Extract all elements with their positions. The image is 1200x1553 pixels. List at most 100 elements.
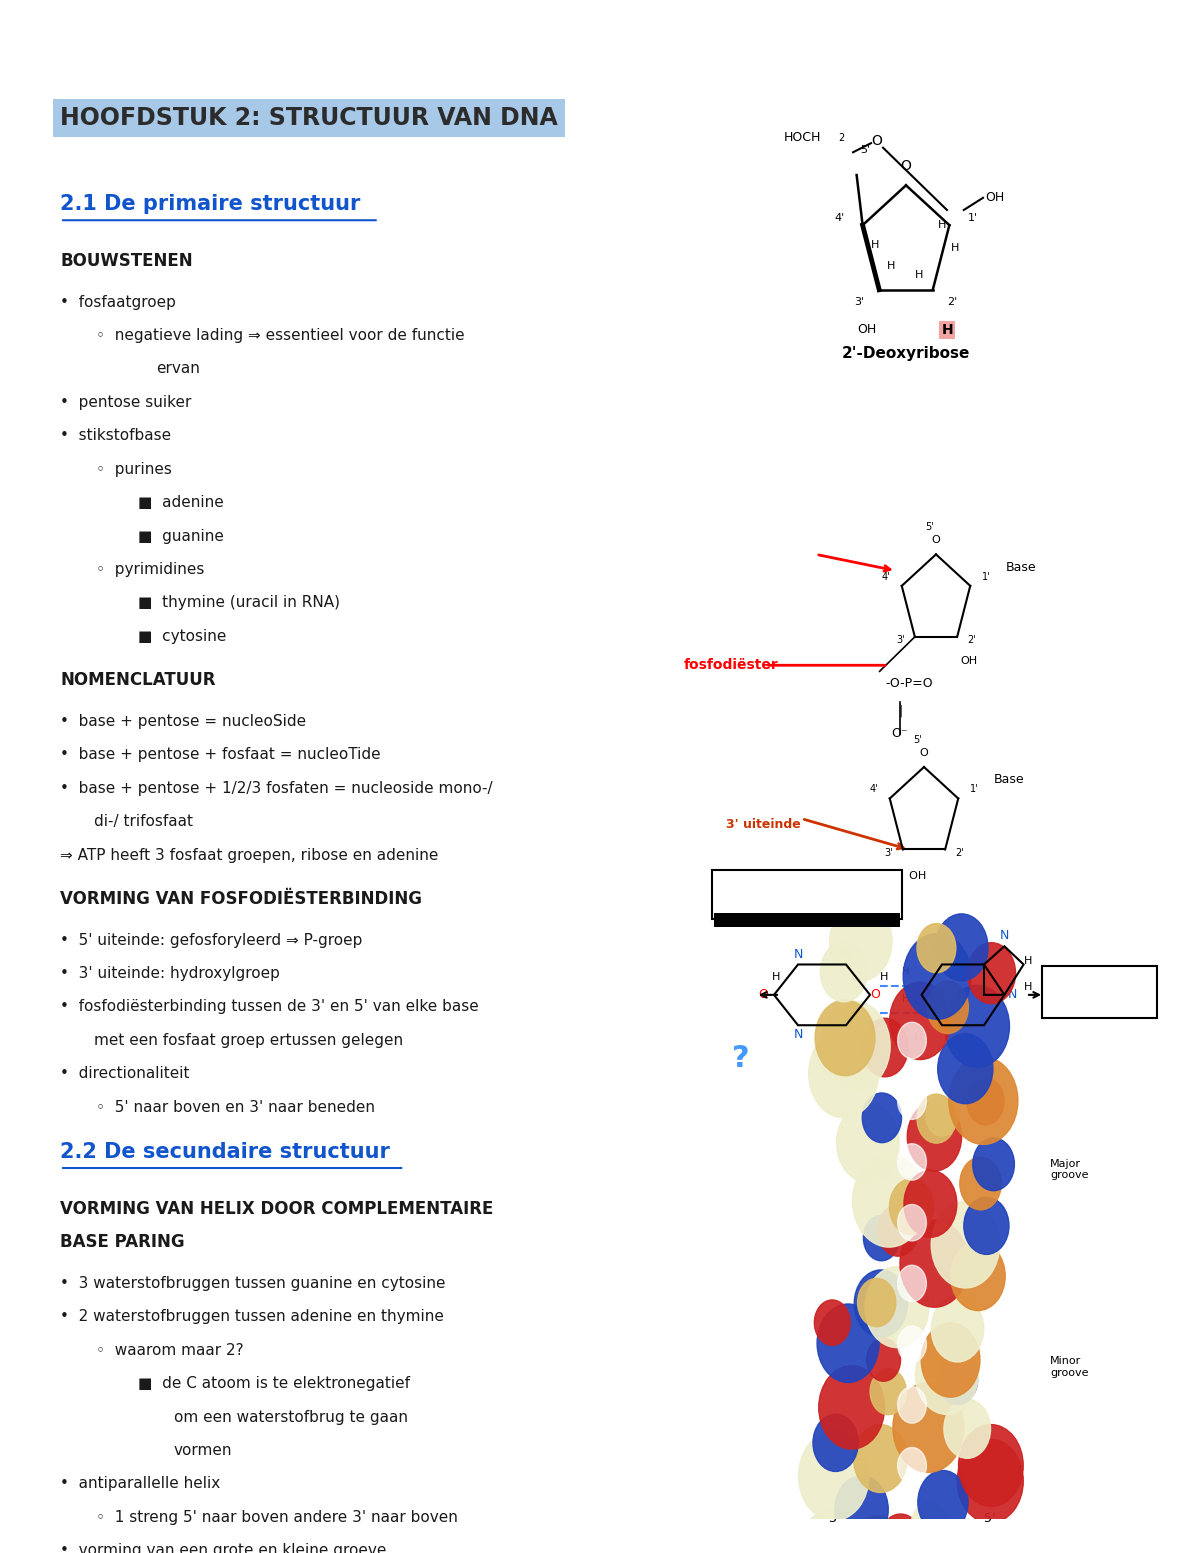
Text: •  3 waterstofbruggen tussen guanine en cytosine: • 3 waterstofbruggen tussen guanine en c…	[60, 1277, 445, 1291]
Circle shape	[944, 985, 1009, 1067]
Circle shape	[973, 1138, 1014, 1191]
Circle shape	[829, 902, 892, 981]
Text: VORMING VAN HELIX DOOR COMPLEMENTAIRE: VORMING VAN HELIX DOOR COMPLEMENTAIRE	[60, 1200, 493, 1218]
Text: Minor
groove: Minor groove	[1050, 1356, 1088, 1378]
Text: N: N	[841, 949, 851, 961]
Text: ■  cytosine: ■ cytosine	[138, 629, 227, 644]
Text: H: H	[1024, 981, 1032, 992]
Circle shape	[854, 1270, 907, 1337]
Text: ◦  1 streng 5' naar boven andere 3' naar boven: ◦ 1 streng 5' naar boven andere 3' naar …	[96, 1510, 458, 1525]
Text: •  3' uiteinde: hydroxylgroep: • 3' uiteinde: hydroxylgroep	[60, 966, 280, 981]
Text: H: H	[880, 972, 888, 981]
Text: 3': 3'	[884, 848, 893, 857]
Circle shape	[918, 1471, 968, 1534]
Text: CH₃: CH₃	[828, 946, 852, 958]
Text: 4': 4'	[881, 572, 889, 582]
Circle shape	[866, 1339, 900, 1381]
Text: 3' uiteinde: 3' uiteinde	[726, 818, 800, 831]
Circle shape	[798, 1432, 869, 1520]
Circle shape	[889, 981, 950, 1059]
Circle shape	[817, 1305, 880, 1382]
Text: H: H	[941, 323, 953, 337]
Circle shape	[878, 1514, 923, 1553]
Circle shape	[839, 1541, 878, 1553]
Text: H: H	[952, 244, 960, 253]
Circle shape	[820, 943, 868, 1002]
Circle shape	[900, 1221, 968, 1308]
Circle shape	[809, 1030, 878, 1118]
Text: OH: OH	[985, 191, 1004, 205]
Text: di-/ trifosfaat: di-/ trifosfaat	[94, 814, 192, 829]
Text: •  fosfaatgroep: • fosfaatgroep	[60, 295, 176, 309]
Text: N: N	[1000, 929, 1009, 941]
Text: 5': 5'	[984, 1513, 996, 1525]
Circle shape	[898, 1022, 926, 1059]
Text: O: O	[919, 749, 929, 758]
Text: 1': 1'	[971, 784, 979, 795]
Text: O: O	[871, 134, 882, 148]
Circle shape	[852, 1154, 925, 1247]
Text: •  fosfodiësterbinding tussen de 3' en 5' van elke base: • fosfodiësterbinding tussen de 3' en 5'…	[60, 1000, 479, 1014]
Text: •  base + pentose = nucleoSide: • base + pentose = nucleoSide	[60, 714, 306, 728]
Circle shape	[898, 1205, 926, 1241]
Circle shape	[853, 1516, 900, 1553]
Text: H: H	[914, 270, 923, 280]
Text: H: H	[914, 1033, 922, 1042]
Circle shape	[926, 1096, 958, 1137]
Text: (A): (A)	[1120, 986, 1136, 997]
Circle shape	[853, 1424, 907, 1492]
Circle shape	[938, 1354, 978, 1404]
Circle shape	[835, 1475, 888, 1544]
Text: N: N	[1008, 988, 1018, 1002]
Text: H: H	[902, 966, 910, 977]
Text: VORMING VAN FOSFODIËSTERBINDING: VORMING VAN FOSFODIËSTERBINDING	[60, 890, 422, 909]
Text: N: N	[841, 1028, 851, 1041]
Text: •  base + pentose + 1/2/3 fosfaten = nucleoside mono-/: • base + pentose + 1/2/3 fosfaten = nucl…	[60, 781, 493, 795]
Text: 2': 2'	[947, 297, 958, 307]
Text: 5': 5'	[913, 735, 923, 745]
Text: H: H	[937, 221, 946, 230]
Text: H: H	[870, 241, 878, 250]
Text: ■  adenine: ■ adenine	[138, 495, 223, 509]
Text: •  2 waterstofbruggen tussen adenine en thymine: • 2 waterstofbruggen tussen adenine en t…	[60, 1309, 444, 1325]
Text: ◦  waarom maar 2?: ◦ waarom maar 2?	[96, 1343, 244, 1357]
Text: fosfodiëster: fosfodiëster	[684, 658, 779, 672]
Circle shape	[964, 1197, 1009, 1255]
Circle shape	[898, 1266, 926, 1301]
Circle shape	[794, 1511, 868, 1553]
Circle shape	[931, 1202, 1000, 1287]
Text: (T): (T)	[840, 879, 858, 891]
Text: H: H	[902, 994, 910, 1003]
Circle shape	[944, 1399, 990, 1458]
Circle shape	[950, 1241, 1006, 1311]
Circle shape	[877, 1205, 918, 1256]
Text: N: N	[937, 949, 947, 961]
Text: 5': 5'	[925, 522, 935, 533]
Circle shape	[818, 1365, 884, 1449]
Circle shape	[958, 1440, 1024, 1523]
Text: •  antiparallelle helix: • antiparallelle helix	[60, 1477, 221, 1491]
Circle shape	[870, 1368, 906, 1415]
Text: 2': 2'	[955, 848, 964, 857]
Text: met een fosfaat groep ertussen gelegen: met een fosfaat groep ertussen gelegen	[94, 1033, 403, 1048]
Text: H: H	[887, 261, 895, 272]
Text: OH  OH: OH OH	[886, 871, 926, 882]
Circle shape	[904, 1171, 956, 1238]
Text: N: N	[793, 949, 803, 961]
Text: NOMENCLATUUR: NOMENCLATUUR	[60, 671, 216, 690]
Text: •  base + pentose + fosfaat = nucleoTide: • base + pentose + fosfaat = nucleoTide	[60, 747, 380, 763]
Bar	[714, 913, 900, 927]
Circle shape	[858, 1278, 895, 1326]
Text: •  pentose suiker: • pentose suiker	[60, 394, 191, 410]
Circle shape	[820, 1002, 890, 1090]
Text: vormen: vormen	[174, 1443, 233, 1458]
Text: 2'-Deoxyribose: 2'-Deoxyribose	[842, 346, 970, 362]
Circle shape	[911, 1502, 949, 1551]
Text: H: H	[1024, 957, 1032, 966]
Text: H: H	[772, 972, 780, 981]
Circle shape	[865, 1267, 929, 1348]
Text: 4': 4'	[869, 784, 877, 795]
Circle shape	[923, 1534, 979, 1553]
Text: ■  guanine: ■ guanine	[138, 528, 224, 544]
Text: 2.2 De secundaire structuur: 2.2 De secundaire structuur	[60, 1141, 390, 1162]
